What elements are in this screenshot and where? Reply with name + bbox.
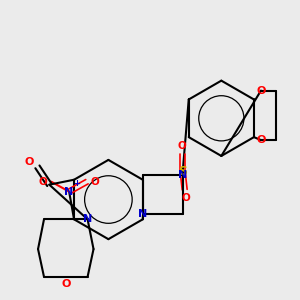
Text: O: O — [256, 135, 266, 145]
Text: N: N — [83, 214, 92, 224]
Text: +: + — [74, 179, 80, 188]
Text: O: O — [25, 157, 34, 167]
Text: O: O — [177, 141, 186, 151]
Text: O: O — [61, 279, 70, 289]
Text: O: O — [39, 177, 48, 187]
Text: O: O — [181, 193, 190, 202]
Text: O: O — [256, 85, 266, 96]
Text: N: N — [178, 170, 187, 180]
Text: O: O — [91, 177, 99, 187]
Text: N: N — [138, 209, 148, 219]
Text: S: S — [178, 165, 187, 178]
Text: N: N — [64, 187, 74, 196]
